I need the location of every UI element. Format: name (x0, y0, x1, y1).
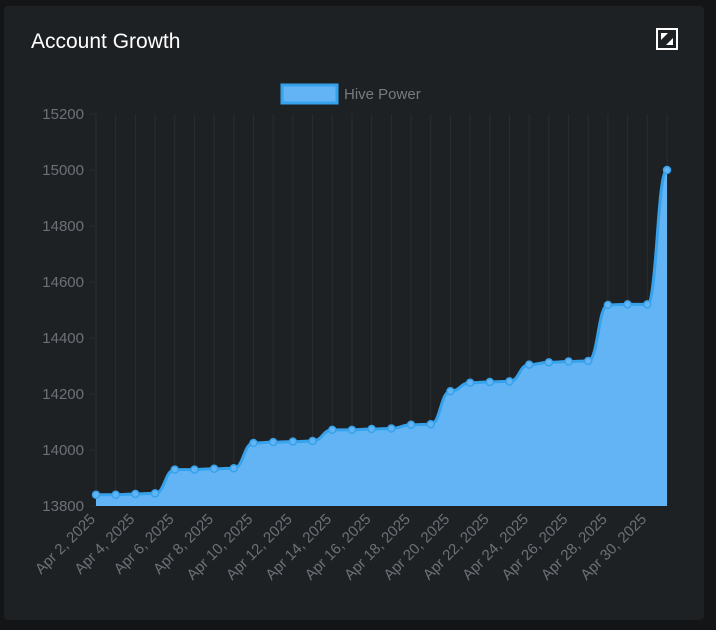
legend-swatch-hive-power (280, 83, 339, 105)
data-point (308, 436, 317, 446)
data-point (170, 465, 180, 474)
data-point (485, 377, 495, 387)
data-point (643, 300, 652, 309)
data-point (662, 165, 672, 175)
y-tick-label: 14400 (42, 330, 84, 347)
data-point (347, 425, 357, 435)
data-point (288, 437, 298, 446)
legend-label-hive-power: Hive Power (344, 86, 421, 103)
data-point (209, 464, 219, 474)
y-tick-label: 14600 (42, 274, 84, 291)
data-point (426, 419, 435, 429)
data-point (564, 357, 573, 366)
series-area-hive-power (96, 170, 667, 506)
data-point (505, 377, 514, 386)
data-point (465, 378, 475, 388)
y-tick-label: 14000 (42, 442, 84, 459)
data-point (150, 489, 160, 498)
expand-icon[interactable] (656, 28, 678, 50)
data-point (328, 425, 337, 435)
account-growth-card: Account Growth (4, 6, 704, 620)
data-point (583, 356, 593, 366)
y-tick-label: 14200 (42, 386, 84, 403)
data-point (623, 300, 632, 309)
y-tick-label: 15000 (42, 162, 84, 179)
data-point (229, 463, 239, 473)
data-point (111, 490, 120, 500)
data-point (131, 489, 140, 499)
data-point (190, 465, 199, 474)
y-tick-label: 15200 (42, 106, 84, 123)
data-point (367, 424, 376, 434)
card-title: Account Growth (31, 30, 181, 53)
data-point (387, 424, 396, 433)
data-point (268, 437, 278, 447)
data-point (524, 360, 534, 369)
data-point (544, 358, 554, 367)
data-point (446, 386, 455, 396)
data-point (406, 420, 416, 430)
data-point (91, 490, 101, 500)
y-tick-label: 14800 (42, 218, 84, 235)
data-point (249, 438, 258, 448)
y-tick-label: 13800 (42, 498, 84, 515)
data-point (603, 300, 613, 310)
